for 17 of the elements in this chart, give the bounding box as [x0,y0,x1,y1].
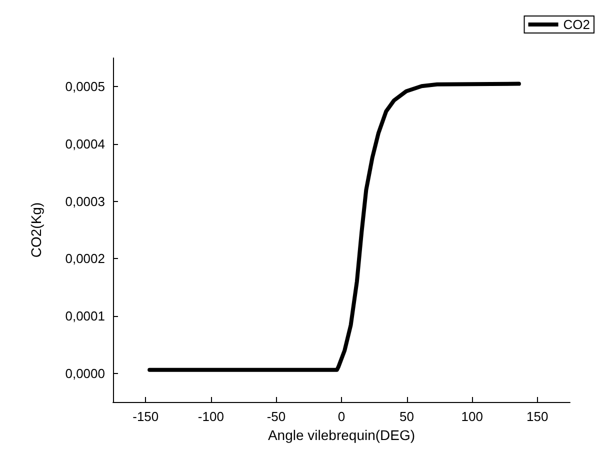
y-tick-label: 0,0005 [65,79,105,94]
x-tick-label: 50 [400,409,414,424]
y-tick-label: 0,0003 [65,194,105,209]
y-tick-label: 0,0000 [65,366,105,381]
x-tick-label: -100 [198,409,224,424]
y-axis-title: CO2(Kg) [28,202,44,258]
x-axis-title: Angle vilebrequin(DEG) [268,426,416,443]
x-tick-label: 0 [338,409,346,424]
x-tick-label: 100 [461,409,483,424]
legend-label: CO2 [563,17,590,32]
y-tick-label: 0,0001 [65,308,105,324]
line-series [148,82,521,372]
x-tick-label: -50 [266,409,286,424]
x-tick-label: 150 [526,409,548,424]
x-tick-label: -150 [132,409,159,424]
y-tick-label: 0,0002 [65,251,105,266]
y-tick-label: 0,0004 [65,136,105,152]
